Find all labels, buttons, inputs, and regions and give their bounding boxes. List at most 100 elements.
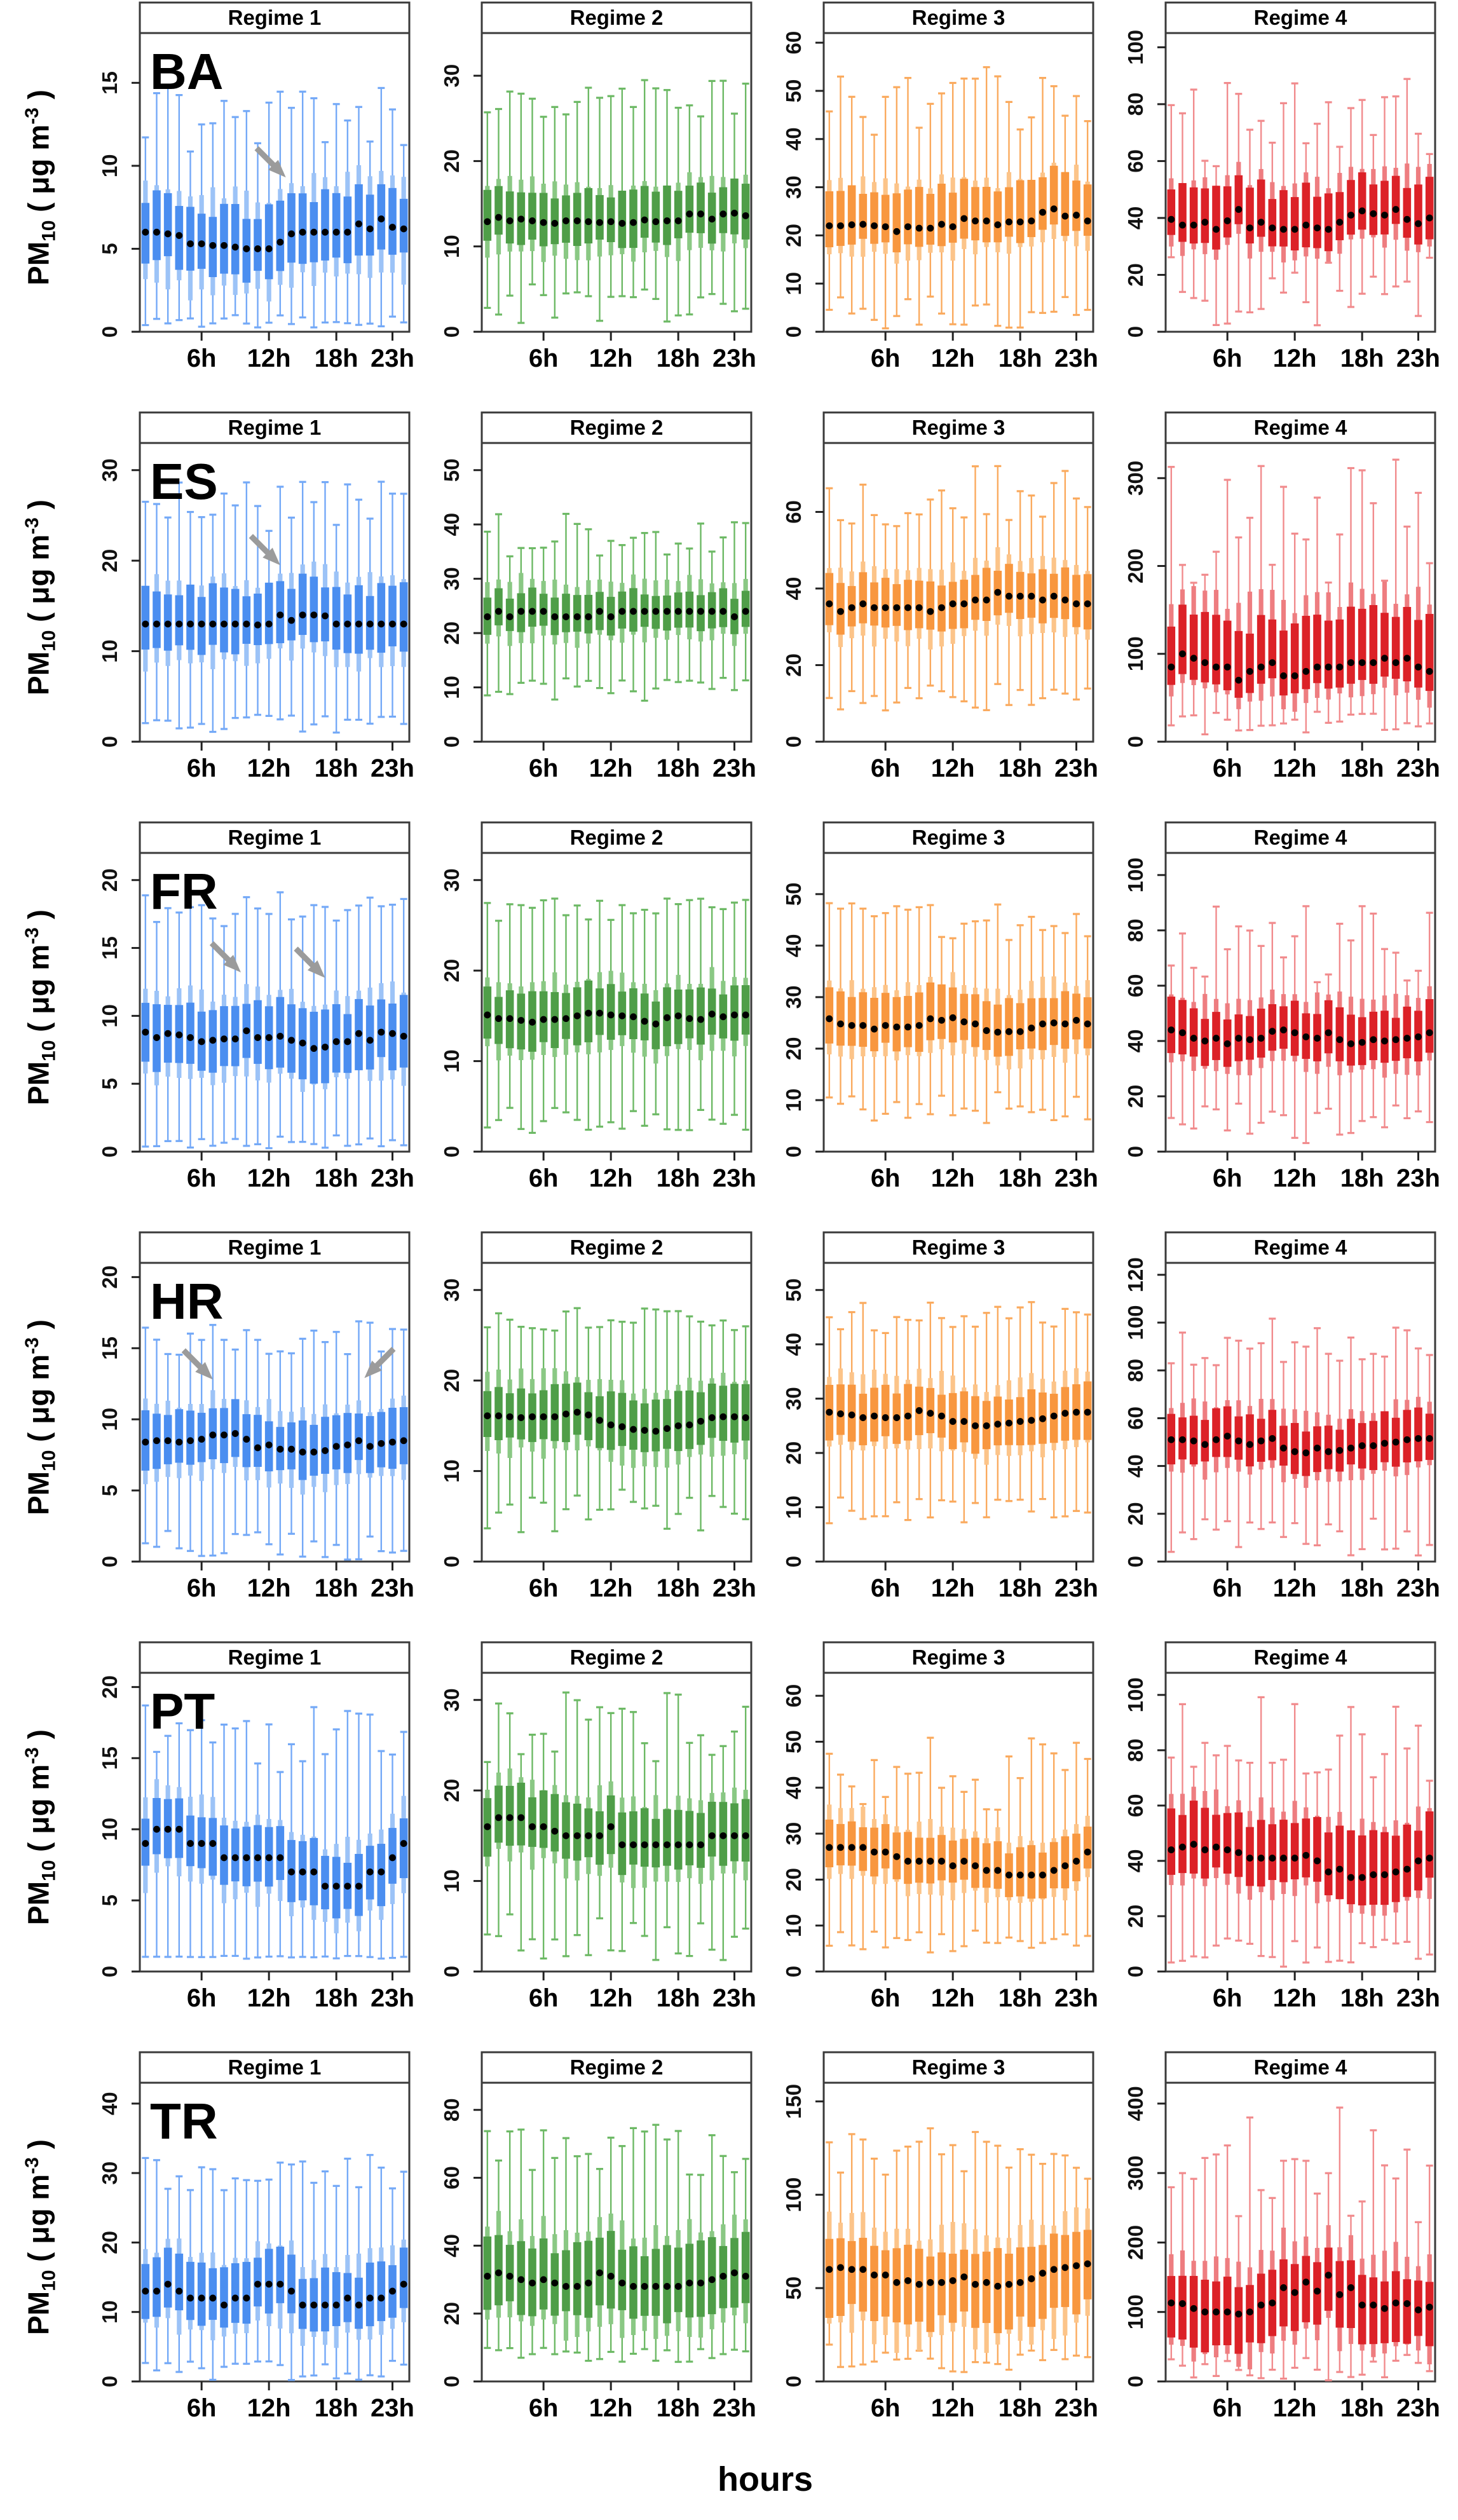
box-hour-11 bbox=[254, 2179, 262, 2363]
median-dot bbox=[517, 215, 525, 223]
box-hour-5 bbox=[870, 1759, 878, 1933]
regime-title: Regime 1 bbox=[228, 1236, 322, 1259]
median-dot bbox=[310, 1868, 318, 1876]
median-dot bbox=[1336, 2291, 1344, 2298]
median-dot bbox=[540, 608, 547, 615]
box-hour-9 bbox=[231, 2177, 240, 2365]
panel-header bbox=[139, 1, 411, 34]
box-hour-2 bbox=[1178, 1332, 1187, 1534]
box-hour-3 bbox=[163, 1352, 172, 1532]
x-tick-label: 6h bbox=[529, 1164, 559, 1192]
median-dot bbox=[1213, 664, 1220, 671]
x-tick-label: 18h bbox=[998, 754, 1042, 782]
median-dot bbox=[378, 1028, 385, 1036]
median-dot bbox=[1016, 1028, 1024, 1035]
median-dot bbox=[972, 217, 979, 225]
box-hour-17 bbox=[321, 2170, 329, 2366]
y-tick-label: 15 bbox=[98, 936, 121, 960]
median-dot bbox=[1280, 2284, 1287, 2291]
box-hour-8 bbox=[904, 1773, 912, 1942]
y-tick-label: 15 bbox=[98, 71, 121, 95]
median-dot bbox=[1190, 1841, 1197, 1848]
box-hour-3 bbox=[847, 2133, 856, 2367]
y-tick-label: 30 bbox=[440, 1688, 463, 1712]
median-dot bbox=[1302, 1449, 1310, 1457]
box-hour-17 bbox=[663, 1310, 671, 1530]
box-hour-2 bbox=[153, 1338, 161, 1548]
box-hour-2 bbox=[1178, 564, 1187, 718]
y-tick-label: 5 bbox=[98, 1485, 121, 1496]
median-dot bbox=[848, 604, 855, 611]
box-hour-13 bbox=[1302, 1772, 1311, 1964]
x-tick-label: 12h bbox=[589, 1984, 633, 2012]
y-tick-label: 0 bbox=[782, 736, 805, 747]
median-dot bbox=[573, 2283, 581, 2290]
box-hour-8 bbox=[562, 512, 570, 679]
median-dot bbox=[1061, 212, 1069, 220]
box-hour-5 bbox=[528, 906, 536, 1134]
box-hour-4 bbox=[517, 92, 526, 324]
y-tick-label: 0 bbox=[440, 326, 463, 337]
median-dot bbox=[276, 238, 284, 246]
median-dot bbox=[708, 1832, 716, 1839]
median-dot bbox=[142, 2287, 149, 2295]
y-tick-label: 0 bbox=[1124, 326, 1147, 337]
x-tick-label: 6h bbox=[529, 1984, 559, 2012]
box-hour-10 bbox=[1268, 1761, 1277, 1958]
y-tick-label: 0 bbox=[440, 1146, 463, 1157]
box-hour-23 bbox=[388, 903, 397, 1141]
box-hour-8 bbox=[904, 1319, 912, 1522]
median-dot bbox=[1291, 226, 1298, 233]
regime-title: Regime 3 bbox=[912, 2055, 1005, 2079]
median-dot bbox=[164, 2280, 172, 2288]
median-dot bbox=[344, 1038, 351, 1045]
box-hour-1 bbox=[1167, 1756, 1176, 1964]
median-dot bbox=[1168, 1846, 1175, 1853]
box-hour-20 bbox=[1380, 1753, 1389, 1941]
box-hour-6 bbox=[1223, 81, 1232, 325]
box-hour-3 bbox=[1189, 1363, 1198, 1541]
median-dot bbox=[596, 608, 603, 615]
box-hour-19 bbox=[685, 1741, 694, 1958]
box-hour-1 bbox=[825, 2141, 834, 2346]
box-hour-19 bbox=[1027, 2153, 1036, 2352]
box-hour-16 bbox=[993, 2144, 1002, 2366]
median-dot bbox=[1347, 1874, 1354, 1881]
box-hour-12 bbox=[264, 529, 273, 717]
median-dot bbox=[1028, 1025, 1035, 1032]
median-dot bbox=[719, 210, 727, 218]
box-hour-14 bbox=[287, 1743, 296, 1959]
box-hour-6 bbox=[197, 2166, 206, 2369]
median-dot bbox=[972, 2280, 979, 2288]
median-dot bbox=[1426, 1855, 1433, 1862]
x-tick-label: 6h bbox=[1213, 1164, 1243, 1192]
median-dot bbox=[1426, 2303, 1433, 2311]
median-dot bbox=[310, 228, 318, 236]
median-dot bbox=[221, 1035, 228, 1043]
y-axis-title-cell: PM10 ( μg m-3 ) bbox=[0, 820, 81, 1230]
box-hour-2 bbox=[836, 519, 845, 711]
median-dot bbox=[529, 1413, 536, 1420]
median-dot bbox=[484, 613, 491, 620]
median-dot bbox=[529, 1018, 536, 1026]
median-dot bbox=[209, 1840, 217, 1847]
median-dot bbox=[1280, 1445, 1287, 1452]
median-dot bbox=[344, 1883, 351, 1890]
median-dot bbox=[1246, 224, 1253, 232]
box-hour-12 bbox=[264, 2178, 273, 2363]
box-hour-15 bbox=[982, 2141, 991, 2364]
median-dot bbox=[915, 1022, 923, 1029]
box-hour-7 bbox=[208, 1324, 217, 1557]
median-dot bbox=[1415, 1857, 1422, 1865]
box-hour-21 bbox=[707, 550, 716, 690]
median-dot bbox=[198, 620, 205, 628]
median-dot bbox=[1336, 1036, 1344, 1044]
median-dot bbox=[927, 1015, 934, 1023]
box-hour-8 bbox=[220, 100, 228, 320]
box-hour-5 bbox=[186, 2189, 194, 2363]
box-hour-13 bbox=[276, 1771, 285, 1958]
box-hour-9 bbox=[573, 1699, 582, 1937]
panel-TR-regime-3: Regime 3 0 50 100 150 6h 12h 18h 23h bbox=[765, 2050, 1107, 2460]
box-hour-11 bbox=[596, 554, 604, 690]
median-dot bbox=[859, 600, 867, 608]
